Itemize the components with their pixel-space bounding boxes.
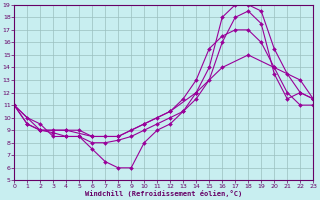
X-axis label: Windchill (Refroidissement éolien,°C): Windchill (Refroidissement éolien,°C) <box>85 190 242 197</box>
